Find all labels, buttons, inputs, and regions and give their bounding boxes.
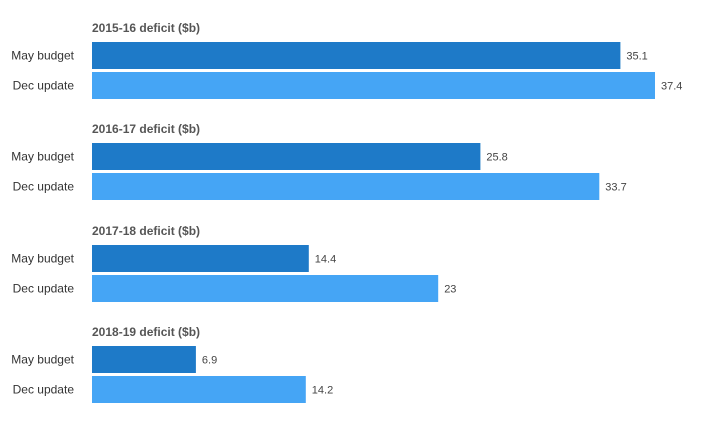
- value-label: 14.2: [312, 385, 333, 397]
- category-label: Dec update: [13, 180, 75, 194]
- bar-dec-update: [92, 173, 600, 200]
- value-label: 33.7: [605, 182, 626, 194]
- value-label: 6.9: [202, 355, 217, 367]
- bar-dec-update: [92, 376, 306, 403]
- bar-may-budget: [92, 143, 481, 170]
- value-label: 23: [444, 284, 456, 296]
- category-label: Dec update: [13, 383, 75, 397]
- bar-may-budget: [92, 42, 621, 69]
- category-label: Dec update: [13, 79, 75, 93]
- panel-2: 2016-17 deficit ($b) May budget 25.8 Dec up…: [11, 122, 627, 200]
- panel-title: 2017-18 deficit ($b): [92, 224, 200, 238]
- panel-title: 2015-16 deficit ($b): [92, 21, 200, 35]
- panel-1: 2015-16 deficit ($b) May budget 35.1 Dec up…: [11, 21, 682, 99]
- panel-3: 2017-18 deficit ($b) May budget 14.4 Dec up…: [11, 224, 456, 302]
- value-label: 37.4: [661, 81, 682, 93]
- panel-4: 2018-19 deficit ($b) May budget 6.9 Dec upd…: [11, 325, 333, 403]
- bar-dec-update: [92, 72, 655, 99]
- panel-title: 2018-19 deficit ($b): [92, 325, 200, 339]
- value-label: 35.1: [626, 51, 647, 63]
- panel-title: 2016-17 deficit ($b): [92, 122, 200, 136]
- bar-may-budget: [92, 346, 196, 373]
- category-label: May budget: [11, 150, 74, 164]
- category-label: May budget: [11, 353, 74, 367]
- value-label: 14.4: [315, 254, 336, 266]
- bar-dec-update: [92, 275, 439, 302]
- value-label: 25.8: [486, 152, 507, 164]
- category-label: May budget: [11, 252, 74, 266]
- bar-may-budget: [92, 245, 309, 272]
- category-label: May budget: [11, 49, 74, 63]
- category-label: Dec update: [13, 282, 75, 296]
